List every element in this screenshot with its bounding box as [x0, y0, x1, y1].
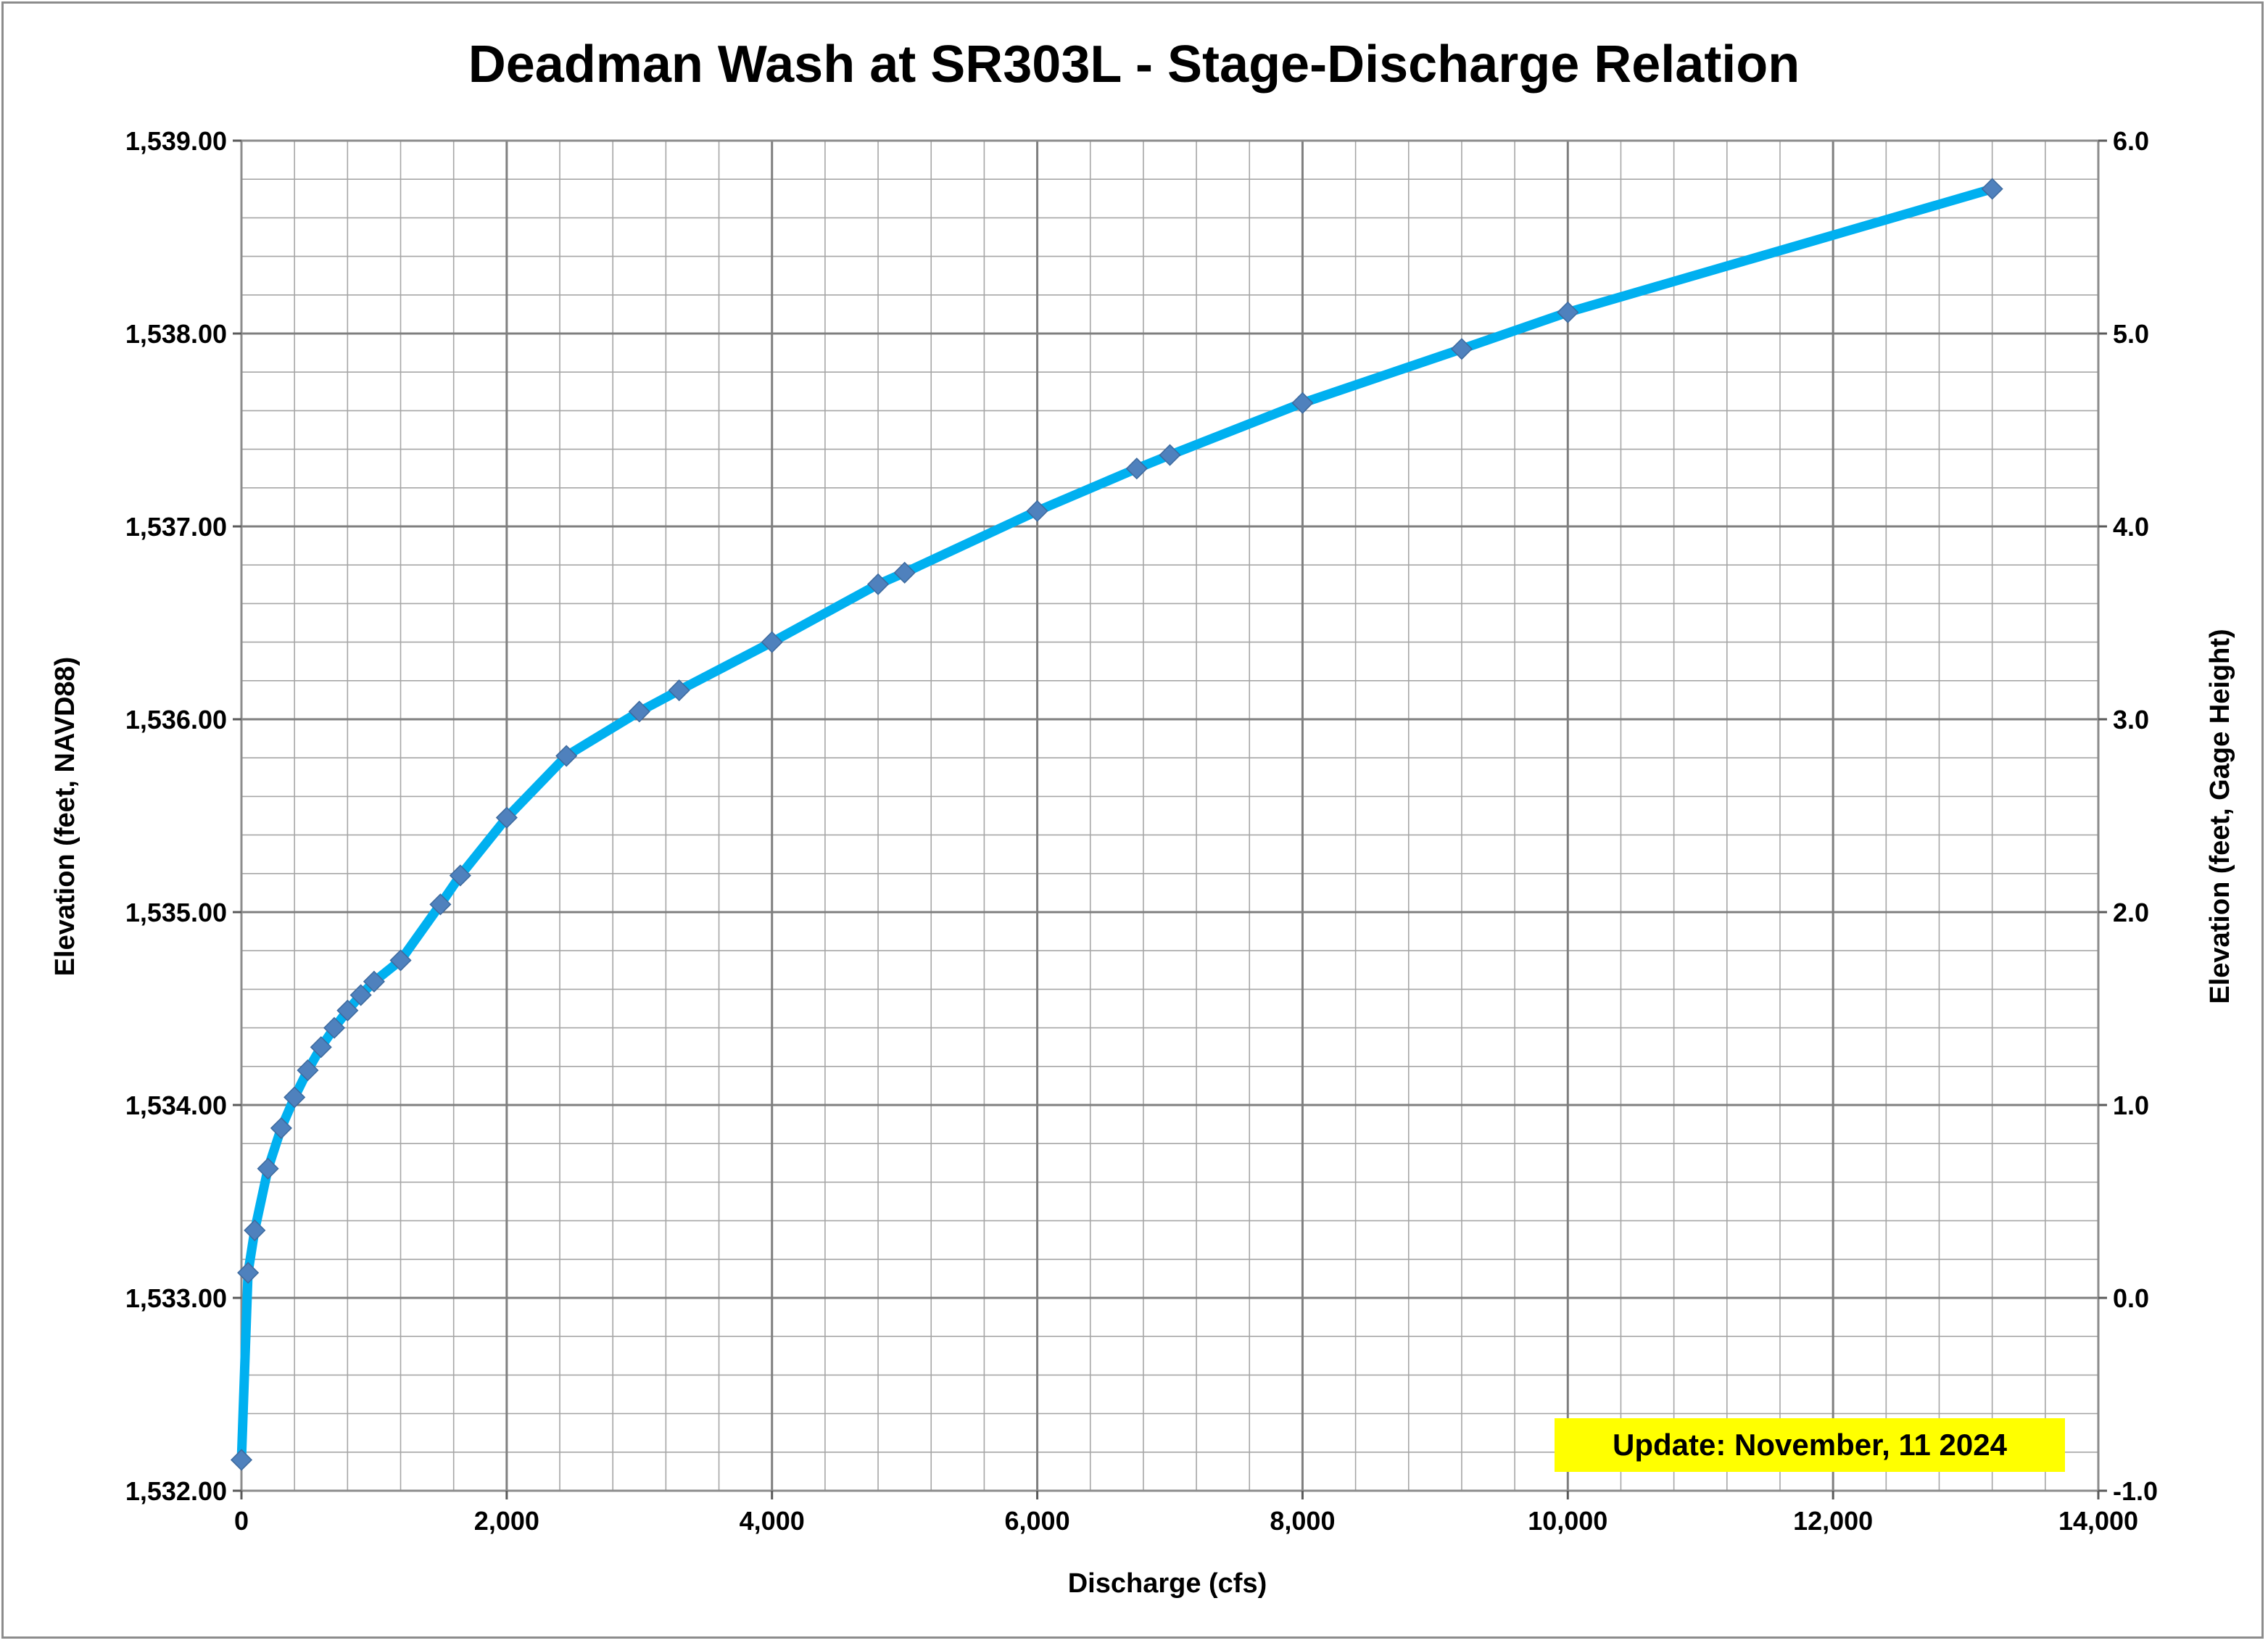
x-tick-label: 10,000: [1528, 1506, 1607, 1536]
y-tick-label: 1,537.00: [125, 512, 227, 542]
data-point: [230, 1449, 253, 1471]
data-point: [495, 806, 518, 829]
data-point: [761, 631, 783, 653]
data-point: [284, 1086, 306, 1109]
major-gridlines: [240, 139, 2100, 1492]
data-point: [555, 745, 578, 767]
data-point: [1291, 392, 1314, 414]
data-point: [270, 1117, 292, 1139]
minor-gridlines: [241, 140, 2099, 1491]
y2-tick-label: 6.0: [2113, 126, 2149, 156]
x-tick-label: 6,000: [1005, 1506, 1070, 1536]
y2-axis-label: Elevation (feet, Gage Height): [2205, 629, 2235, 1003]
data-point: [1159, 444, 1181, 466]
data-point: [237, 1262, 260, 1284]
x-tick-label: 14,000: [2058, 1506, 2138, 1536]
x-tick-label: 2,000: [474, 1506, 539, 1536]
data-point: [1450, 338, 1473, 360]
y-tick-label: 1,533.00: [125, 1283, 227, 1313]
x-tick-label: 12,000: [1793, 1506, 1873, 1536]
x-axis-ticks: 0 2,000 4,000 6,000 8,000 10,000 12,000 14,000: [234, 1491, 2138, 1536]
y2-tick-label: -1.0: [2113, 1476, 2158, 1506]
data-point: [349, 984, 372, 1006]
data-point: [336, 999, 359, 1022]
data-point: [1125, 458, 1148, 480]
y2-tick-label: 3.0: [2113, 705, 2149, 734]
data-point: [628, 700, 650, 723]
y-tick-label: 1,535.00: [125, 898, 227, 927]
data-point: [257, 1157, 279, 1180]
y-tick-label: 1,534.00: [125, 1090, 227, 1120]
data-point: [1981, 178, 2003, 200]
plot-area: [240, 139, 2100, 1492]
y-axis-ticks: 1,532.00 1,533.00 1,534.00 1,535.00 1,536.00…: [125, 126, 241, 1506]
data-point: [310, 1036, 332, 1059]
y2-tick-label: 4.0: [2113, 512, 2149, 542]
y-tick-label: 1,536.00: [125, 705, 227, 734]
y2-tick-label: 0.0: [2113, 1283, 2149, 1313]
update-note: Update: November, 11 2024: [1555, 1418, 2065, 1472]
update-note-text: Update: November, 11 2024: [1613, 1428, 2008, 1462]
data-point: [1026, 500, 1048, 522]
y-tick-label: 1,539.00: [125, 126, 227, 156]
x-tick-label: 4,000: [740, 1506, 805, 1536]
x-tick-label: 0: [234, 1506, 249, 1536]
x-tick-label: 8,000: [1270, 1506, 1335, 1536]
y2-tick-label: 1.0: [2113, 1090, 2149, 1120]
y2-tick-label: 5.0: [2113, 319, 2149, 349]
data-point: [244, 1219, 266, 1241]
chart-title: Deadman Wash at SR303L - Stage-Discharge…: [468, 36, 1800, 94]
data-point: [449, 864, 471, 887]
data-point: [429, 893, 452, 916]
data-point: [363, 970, 385, 993]
y-tick-label: 1,538.00: [125, 319, 227, 349]
y2-axis-ticks: -1.0 0.0 1.0 2.0 3.0 4.0 5.0 6.0: [2098, 126, 2158, 1506]
data-point: [389, 949, 412, 972]
data-point: [668, 679, 690, 702]
data-point: [323, 1017, 346, 1039]
data-point: [1557, 301, 1579, 323]
y-tick-label: 1,532.00: [125, 1476, 227, 1506]
y2-tick-label: 2.0: [2113, 898, 2149, 927]
data-point: [297, 1059, 319, 1082]
series-markers: [230, 178, 2003, 1471]
x-axis-label: Discharge (cfs): [1068, 1568, 1267, 1599]
update-note-box: [1555, 1418, 2065, 1472]
y-axis-label: Elevation (feet, NAVD88): [50, 657, 80, 977]
data-point: [893, 561, 916, 584]
data-point: [866, 573, 890, 595]
